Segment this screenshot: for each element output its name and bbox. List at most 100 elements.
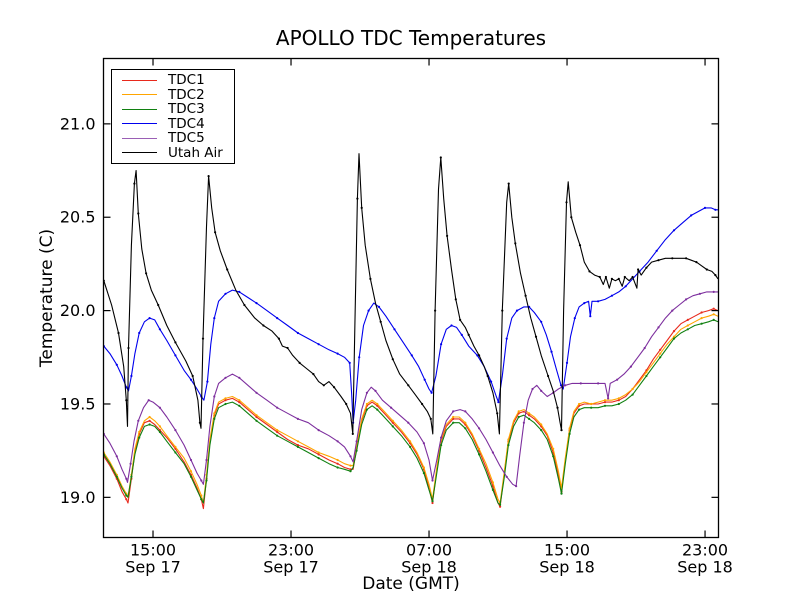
series-marker — [174, 445, 177, 448]
series-marker — [705, 268, 708, 271]
x-tick-label-date: Sep 18 — [539, 558, 595, 577]
series-marker — [391, 425, 394, 428]
series-marker — [125, 477, 128, 480]
series-marker — [431, 501, 434, 505]
series-marker — [213, 412, 216, 415]
series-marker — [460, 333, 463, 336]
series-marker — [174, 341, 177, 344]
series-marker — [409, 445, 412, 448]
y-tick-label: 20.5 — [60, 208, 96, 227]
series-marker — [672, 330, 676, 333]
series-marker — [712, 313, 715, 316]
series-marker — [565, 201, 568, 204]
series-marker — [393, 328, 396, 331]
series-line-tdc2 — [103, 313, 719, 504]
series-marker — [213, 317, 216, 320]
series-marker — [158, 425, 161, 428]
series-marker — [174, 354, 177, 357]
legend-line-swatch — [122, 79, 157, 81]
series-marker — [645, 371, 648, 374]
series-marker — [429, 417, 432, 420]
y-tick-label: 19.5 — [60, 394, 96, 413]
series-marker — [440, 444, 443, 447]
series-marker — [434, 309, 437, 312]
series-marker — [127, 346, 130, 350]
series-marker — [714, 274, 717, 277]
x-tick-label-time: 15:00 — [544, 541, 590, 560]
series-marker — [145, 272, 148, 275]
series-marker — [336, 458, 339, 462]
series-marker — [540, 320, 543, 323]
series-marker — [712, 290, 715, 293]
series-marker — [610, 294, 614, 297]
series-marker — [138, 430, 141, 434]
legend-label: TDC1 — [168, 72, 205, 89]
series-marker — [358, 356, 361, 359]
series-marker — [286, 346, 289, 350]
series-marker — [147, 399, 150, 402]
series-marker — [659, 356, 662, 359]
series-marker — [617, 397, 620, 400]
series-marker — [550, 350, 553, 353]
series-marker — [276, 429, 279, 432]
series-marker — [616, 378, 619, 381]
series-marker — [459, 318, 462, 321]
series-marker — [631, 393, 634, 396]
series-line-tdc5 — [103, 291, 718, 487]
series-marker — [515, 485, 518, 488]
series-marker — [568, 427, 571, 430]
series-marker — [130, 475, 133, 478]
series-marker — [423, 378, 426, 381]
series-marker — [125, 494, 128, 497]
series-marker — [452, 421, 455, 424]
series-marker — [391, 358, 394, 361]
x-tick-label-date: Sep 17 — [263, 558, 319, 577]
series-marker — [603, 399, 607, 402]
series-marker — [497, 401, 500, 404]
legend-line-swatch — [122, 94, 157, 96]
series-marker — [560, 429, 563, 432]
series-marker — [333, 386, 336, 389]
series-marker — [125, 399, 128, 402]
plot-series-group — [103, 153, 719, 510]
series-marker — [158, 406, 161, 409]
series-marker — [491, 481, 494, 484]
series-marker — [349, 470, 352, 473]
series-marker — [410, 354, 413, 357]
x-tick-label-date: Sep 17 — [125, 558, 181, 577]
series-marker — [603, 401, 607, 404]
series-marker — [376, 408, 379, 411]
legend-item-tdc5: TDC5 — [112, 130, 234, 146]
series-marker — [238, 399, 241, 402]
series-marker — [491, 488, 494, 491]
series-marker — [623, 275, 626, 279]
series-marker — [115, 475, 118, 478]
series-marker — [296, 331, 299, 335]
series-marker — [496, 412, 499, 415]
legend-item-tdc2: TDC2 — [112, 86, 234, 103]
series-marker — [657, 259, 660, 262]
series-marker — [206, 380, 209, 383]
series-marker — [645, 266, 648, 269]
series-marker — [560, 492, 563, 495]
series-marker — [243, 303, 246, 307]
legend-label: TDC2 — [168, 86, 205, 103]
series-marker — [369, 277, 372, 280]
series-marker — [255, 302, 258, 305]
series-marker — [255, 419, 258, 422]
series-marker — [685, 257, 688, 260]
series-marker — [336, 462, 339, 465]
series-marker — [158, 328, 161, 331]
series-marker — [672, 335, 676, 338]
series-marker — [148, 419, 151, 422]
series-marker — [590, 406, 593, 409]
series-marker — [531, 387, 534, 391]
series-marker — [296, 444, 299, 447]
series-marker — [597, 300, 600, 303]
series-marker — [174, 451, 177, 454]
series-marker — [478, 354, 481, 357]
series-marker — [517, 410, 520, 413]
series-marker — [534, 335, 538, 338]
series-marker — [322, 384, 325, 387]
series-marker — [158, 430, 161, 434]
